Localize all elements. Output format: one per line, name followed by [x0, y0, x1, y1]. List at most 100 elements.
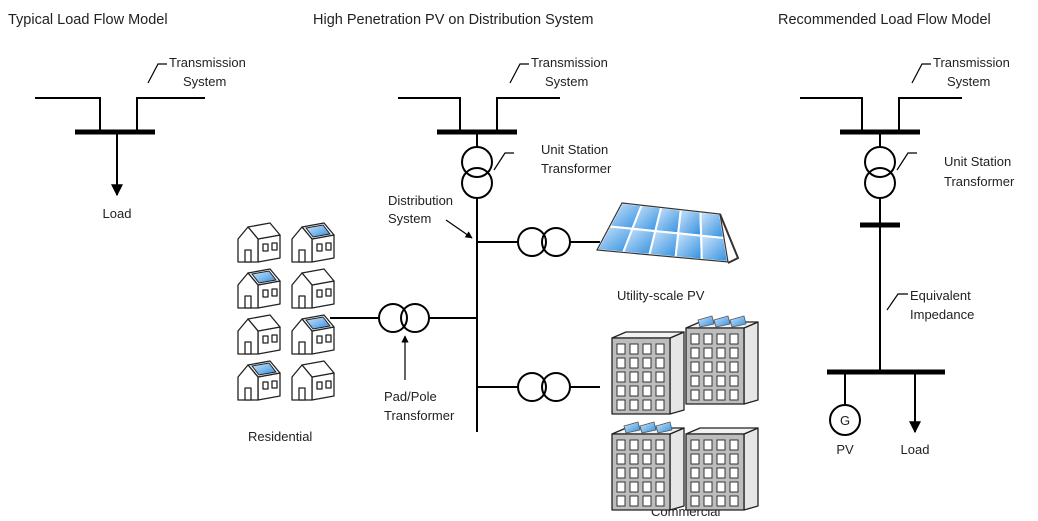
pv-cell [648, 230, 680, 259]
building-window [690, 495, 700, 507]
transformer [864, 146, 896, 199]
building-window [629, 495, 639, 507]
building-window [716, 481, 726, 493]
building-window [729, 495, 739, 507]
house-window [271, 334, 278, 343]
building-window [655, 481, 665, 493]
label: Transformer [384, 408, 455, 423]
building-window [690, 481, 700, 493]
building-window [655, 495, 665, 507]
building-window [690, 453, 700, 465]
rooftop-pv [251, 362, 277, 376]
building-window [629, 399, 639, 411]
label: Transformer [541, 161, 612, 176]
house-front [291, 226, 313, 263]
house-front [237, 226, 259, 263]
house-front [237, 318, 259, 355]
building-window [716, 389, 726, 401]
building-window [716, 467, 726, 479]
building-window [642, 385, 652, 397]
pv-cell [677, 208, 703, 237]
rooftop-pv [305, 316, 331, 330]
house-door [298, 341, 306, 355]
rooftop-pv [639, 421, 657, 434]
building-window [655, 439, 665, 451]
building-window [729, 453, 739, 465]
label: Distribution [388, 193, 453, 208]
house-window [271, 242, 278, 251]
rooftop-pv [655, 421, 673, 434]
building-window [690, 389, 700, 401]
feeder [844, 132, 916, 430]
building-window [690, 439, 700, 451]
building-window [729, 481, 739, 493]
label: Load [103, 206, 132, 221]
rooftop-pv [729, 315, 747, 328]
building-window [703, 453, 713, 465]
label: Transmission [169, 55, 246, 70]
feeder [330, 132, 600, 432]
building-window [642, 481, 652, 493]
building-window [642, 399, 652, 411]
building-window [716, 439, 726, 451]
building-window [616, 399, 626, 411]
house-window [271, 288, 278, 297]
building-window [729, 467, 739, 479]
house-front [291, 318, 313, 355]
building-window [729, 389, 739, 401]
leader [147, 63, 167, 84]
building-top [611, 331, 685, 339]
label: System [388, 211, 431, 226]
building-window [655, 343, 665, 355]
house-window [316, 243, 323, 252]
house-window [262, 335, 269, 344]
label: Transmission [933, 55, 1010, 70]
house-window [316, 289, 323, 298]
label: Utility-scale PV [617, 288, 705, 303]
building-window [703, 375, 713, 387]
building-window [690, 375, 700, 387]
building-window [629, 385, 639, 397]
building-window [703, 361, 713, 373]
building-side [743, 427, 759, 511]
building-window [716, 495, 726, 507]
building-window [616, 385, 626, 397]
building-top [685, 427, 759, 435]
building-window [655, 453, 665, 465]
house-door [298, 249, 306, 263]
label: Equivalent [910, 288, 971, 303]
pv-cell [674, 232, 703, 261]
label: PV [836, 442, 854, 457]
building-window [655, 467, 665, 479]
building-window [616, 481, 626, 493]
label: System [183, 74, 226, 89]
house-window [316, 335, 323, 344]
building-window [629, 481, 639, 493]
building-window [716, 361, 726, 373]
house-window [271, 380, 278, 389]
house-front [237, 364, 259, 401]
building-window [703, 481, 713, 493]
building-window [729, 439, 739, 451]
building-window [716, 333, 726, 345]
building-window [716, 375, 726, 387]
building-window [629, 343, 639, 355]
house-window [316, 381, 323, 390]
building-window [616, 439, 626, 451]
building-window [642, 467, 652, 479]
house-front [291, 272, 313, 309]
rooftop-pv [713, 315, 731, 328]
label: Load [901, 442, 930, 457]
house-door [244, 387, 252, 401]
building-window [690, 347, 700, 359]
label: Unit Station [541, 142, 608, 157]
house-front [237, 272, 259, 309]
building-window [716, 347, 726, 359]
building-window [690, 361, 700, 373]
label: G [840, 413, 850, 428]
panel-title: High Penetration PV on Distribution Syst… [313, 12, 593, 28]
building-window [616, 453, 626, 465]
building-window [703, 347, 713, 359]
building-window [729, 361, 739, 373]
label: System [947, 74, 990, 89]
